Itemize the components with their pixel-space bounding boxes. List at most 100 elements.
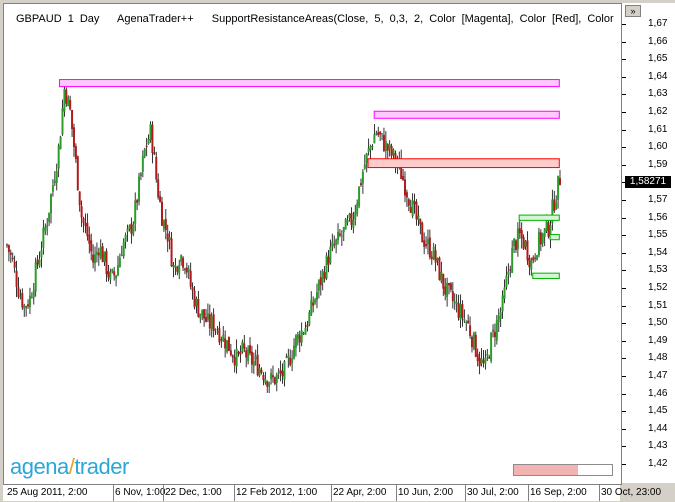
candle-up [541,233,544,244]
candle-down [170,238,173,267]
candle-down [271,375,274,378]
candle-down [17,287,20,297]
candle-down [82,218,85,224]
price-axis[interactable]: 1,67 1,66 1,65 1,64 1,63 1,62 1,61 1,60 1,59 1,58… [621,3,675,483]
candle-up [557,175,560,200]
candle-down [176,267,179,272]
candle-up [463,318,466,321]
price-tick-label: 1,44 [648,422,668,434]
green-zone [518,214,560,221]
candle-up [42,227,45,248]
candle-up [304,327,307,335]
red-zone [367,158,560,169]
price-tick-label: 1,43 [648,440,668,452]
candle-up [310,299,313,316]
scroll-right-button[interactable]: » [625,5,641,17]
candle-up [342,227,345,233]
candle-up [270,372,273,380]
candle-down [526,240,529,261]
price-tick-mark [622,24,626,25]
chart-plot-area[interactable]: GBPAUD 1 Day AgenaTrader++ SupportResist… [3,3,622,485]
candle-down [21,293,24,308]
time-axis[interactable]: 25 Aug 2011, 2:00 6 Nov, 1:00 22 Dec, 1:00… [3,484,661,501]
candle-up [258,368,261,376]
price-tick-mark [622,393,626,395]
candle-up [426,239,429,245]
price-tick-label: 1,59 [648,158,668,170]
candle-up [453,301,456,303]
candle-up [115,275,118,279]
candle-down [197,299,200,317]
candle-up [369,145,372,151]
candle-up [308,312,311,325]
candle-down [415,201,418,220]
candle-down [413,201,416,205]
candle-down [469,325,472,336]
price-tick-mark [622,147,626,149]
candle-up [516,228,519,249]
candle-up [455,302,458,305]
candle-up [40,250,43,258]
price-tick-mark [622,129,626,131]
candle-up [162,220,165,229]
candle-down [273,377,276,385]
candle-up [138,176,141,202]
candle-down [451,291,454,302]
magenta-zone [59,79,560,88]
candle-up [331,242,334,247]
candle-up [141,155,144,172]
candle-up [384,141,387,151]
candle-down [189,270,192,287]
candle-up [118,257,121,268]
candle-down [164,219,167,231]
candle-down [457,303,460,318]
candle-down [88,234,91,244]
candle-up [317,280,320,291]
candle-up [134,200,137,224]
time-tick-label: 22 Apr, 2:00 [333,487,387,498]
candle-up [381,133,384,135]
candle-up [206,313,209,320]
price-tick-mark [622,464,626,465]
candle-up [34,262,37,292]
candle-up [300,330,303,343]
candle-down [36,259,39,265]
candle-up [314,299,317,303]
candle-up [122,241,125,257]
candle-down [229,350,232,356]
candle-down [9,252,12,255]
candle-down [65,89,68,104]
candle-down [90,240,93,252]
price-tick-mark [622,288,626,289]
candle-up [555,202,558,210]
candle-up [432,246,435,260]
candle-down [421,222,424,243]
price-tick-label: 1,45 [648,405,668,417]
candle-up [287,355,290,358]
candle-down [97,252,100,256]
candle-down [377,132,380,135]
price-tick-mark [622,235,626,237]
price-chart [6,79,561,393]
candle-down [534,257,537,259]
candle-down [319,277,322,286]
candle-up [459,304,462,320]
candle-up [19,296,22,298]
price-tick-mark [622,270,626,272]
candle-down [107,271,110,278]
time-tick-label: 12 Feb 2012, 1:00 [236,487,318,498]
time-tick-label: 30 Jul, 2:00 [467,487,519,498]
candle-up [465,322,468,324]
candle-down [153,152,156,155]
price-tick-label: 1,67 [648,18,668,29]
candle-up [503,287,506,299]
candle-down [338,233,341,236]
candle-down [306,324,309,328]
candle-down [25,306,28,308]
candle-up [480,358,483,364]
price-tick-mark [622,59,626,61]
magenta-zone [373,110,560,119]
loading-progress-bar [513,464,613,476]
candle-down [539,232,542,245]
candle-down [425,244,428,246]
